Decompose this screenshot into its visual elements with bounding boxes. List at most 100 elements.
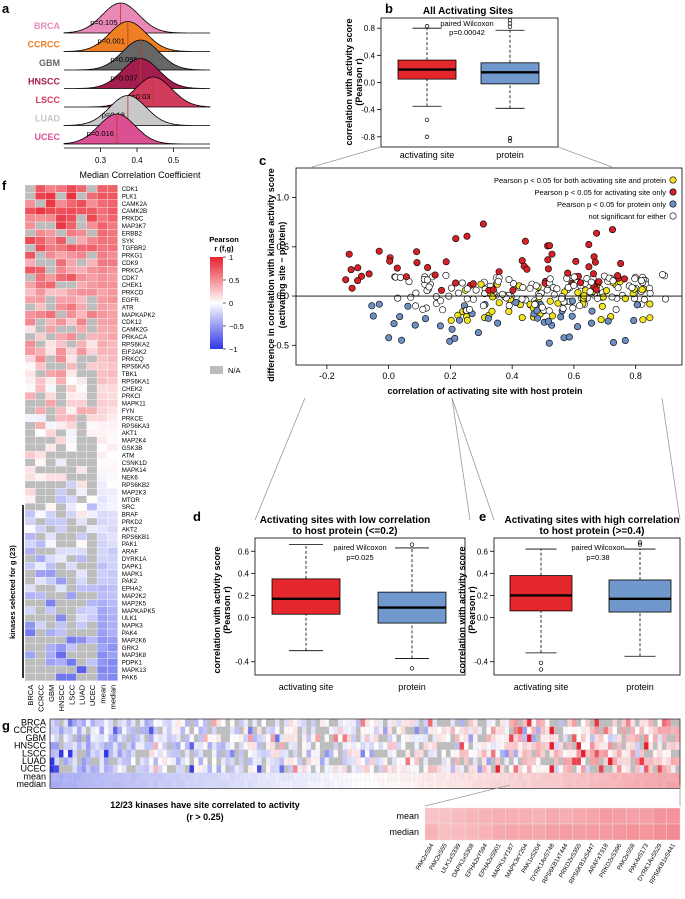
heat-cell (45, 355, 57, 363)
site-heat-cell (540, 780, 546, 789)
site-heat-cell (225, 726, 231, 735)
heat-cell (35, 443, 46, 452)
site-heat-cell (540, 742, 546, 750)
site-heat-cell (522, 780, 528, 789)
site-heat-cell (171, 757, 177, 766)
site-heat-cell (292, 757, 298, 766)
site-heat-cell (306, 757, 312, 766)
site-heat-cell (531, 780, 537, 789)
panel-d-title: Activating sites with low correlation (260, 515, 431, 526)
scatter-point (512, 298, 520, 306)
site-heat-cell (396, 726, 402, 735)
site-heat-cell (306, 726, 312, 735)
site-heat-cell (139, 772, 145, 781)
site-heat-cell (153, 772, 159, 781)
heat-cell (24, 554, 36, 563)
site-heat-cell (283, 772, 289, 781)
heat-cell (86, 281, 98, 289)
zoom-heat-cell (438, 823, 453, 841)
site-heat-cell (58, 757, 64, 766)
site-heat-cell (481, 742, 487, 750)
site-heat-cell (589, 780, 595, 789)
scatter-point (546, 275, 554, 283)
site-heat-cell (193, 749, 199, 758)
site-heat-cell (175, 726, 181, 735)
site-heat-cell (216, 765, 222, 773)
scatter-legend: Pearson p < 0.05 for both activating sit… (494, 176, 677, 221)
scatter-point (398, 336, 406, 344)
site-heat-cell (265, 726, 271, 735)
heat-cell (24, 547, 36, 556)
site-heat-cell (319, 772, 325, 781)
site-heat-cell (49, 726, 55, 735)
site-heat-cell (423, 757, 429, 766)
site-heat-cell (378, 749, 384, 758)
box-iqr (509, 575, 573, 612)
site-heat-cell (481, 734, 487, 743)
heat-cell (76, 651, 87, 659)
site-heat-cell (67, 772, 73, 781)
site-heat-cell (220, 726, 226, 735)
site-heat-cell (405, 757, 411, 766)
scatter-point (598, 302, 606, 310)
heat-cell (45, 281, 57, 289)
site-heat-cell (90, 726, 96, 735)
kinase-label: RPS6KB2 (122, 482, 150, 489)
heat-cell (45, 347, 57, 356)
site-heat-cell (283, 718, 289, 727)
legend-tick-label: 0 (229, 299, 233, 308)
heat-cell (107, 369, 118, 378)
zoom-heat-cell (652, 823, 667, 841)
site-heat-cell (432, 757, 438, 766)
site-heat-cell (621, 757, 627, 766)
kinase-label: CDK7 (122, 275, 139, 282)
heat-cell (86, 414, 98, 422)
zoom-line-b-right (557, 146, 613, 168)
heat-cell (107, 621, 118, 630)
site-heat-cell (171, 780, 177, 789)
heat-cell (107, 473, 118, 482)
site-heat-cell (207, 757, 213, 766)
scatter-point (368, 302, 376, 310)
box-y-tick-label: -0.8 (361, 133, 375, 142)
site-heat-cell (247, 749, 253, 758)
heat-cell (24, 636, 36, 644)
heat-cell (35, 318, 46, 326)
scatter-x-tick-label: 0.4 (506, 371, 519, 381)
site-heat-cell (540, 757, 546, 766)
site-heat-cell (306, 765, 312, 773)
heat-cell (86, 192, 98, 200)
site-heat-cell (576, 749, 582, 758)
heat-cell (35, 251, 46, 260)
ridge-pvalue: p=0.016 (87, 129, 114, 138)
scatter-frame (295, 167, 683, 366)
site-heat-cell (184, 772, 190, 781)
heat-cell (55, 436, 67, 445)
site-heat-cell (634, 718, 640, 727)
site-heat-cell (445, 765, 451, 773)
heat-cell (107, 554, 118, 563)
site-heat-cell (198, 726, 204, 735)
box-y-tick-label: 0.4 (477, 569, 489, 578)
site-heat-cell (463, 749, 469, 758)
zoomed-site-labels: PAK2xS94PAK2xS55ULK1xS339DAPK1xS308EPHA2… (415, 842, 678, 885)
site-heat-cell (99, 718, 105, 727)
site-heat-cell (499, 772, 505, 781)
site-heat-cell (427, 780, 433, 789)
site-heat-cell (67, 749, 73, 758)
heat-cell (45, 340, 57, 348)
site-heat-cell (580, 780, 586, 789)
site-heat-cell (378, 742, 384, 750)
site-row-label: LSCC (22, 748, 47, 758)
site-heat-cell (346, 772, 352, 781)
site-heat-cell (360, 726, 366, 735)
heat-cell (35, 392, 46, 400)
site-heat-cell (216, 757, 222, 766)
heat-cell (76, 303, 87, 311)
site-heat-cell (405, 749, 411, 758)
scatter-legend-swatch (669, 200, 677, 208)
scatter-point (404, 302, 412, 310)
site-heat-cell (472, 765, 478, 773)
scatter-point (423, 276, 431, 284)
heat-cell (76, 192, 87, 200)
